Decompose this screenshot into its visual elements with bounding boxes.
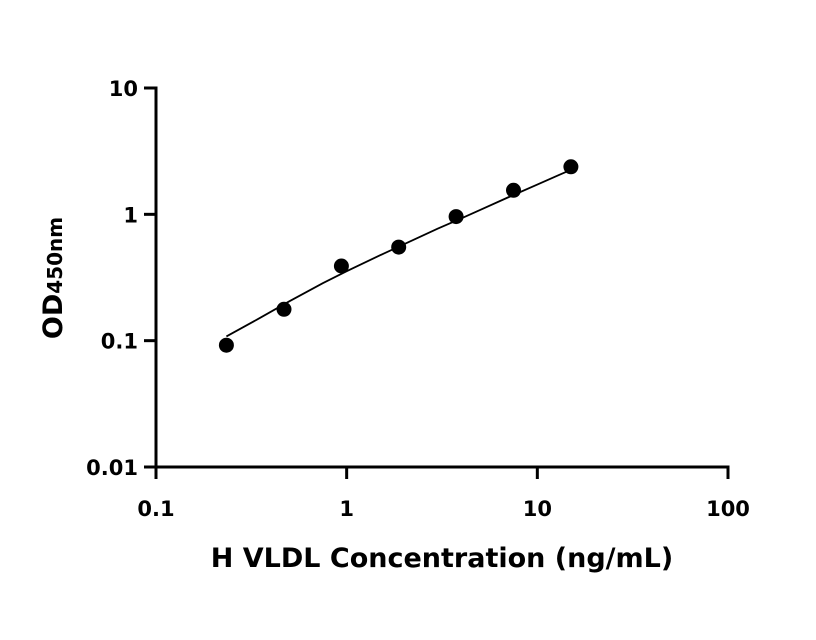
y-ticks: 0.01 0.1 1 10 (86, 77, 156, 480)
data-point (448, 209, 464, 225)
y-axis-title: OD450nm (38, 217, 69, 339)
data-point (506, 182, 521, 198)
x-tick-label: 10 (523, 497, 552, 521)
x-ticks: 0.1 1 10 100 (137, 467, 750, 521)
y-tick-label: 0.01 (86, 456, 138, 480)
x-axis: 0.1 1 10 100 (137, 465, 750, 521)
y-tick-label: 1 (123, 203, 138, 227)
y-axis: 0.01 0.1 1 10 (86, 77, 158, 480)
x-tick-label: 1 (339, 497, 354, 521)
y-tick-label: 10 (109, 77, 138, 101)
data-point (276, 301, 292, 317)
y-tick-label: 0.1 (101, 330, 138, 354)
data-point (563, 159, 579, 175)
data-point (391, 239, 407, 255)
data-point (218, 337, 234, 353)
x-axis-title: H VLDL Concentration (ng/mL) (211, 543, 673, 574)
x-tick-label: 0.1 (137, 497, 174, 521)
y-axis-title-main: OD (38, 294, 69, 339)
x-tick-label: 100 (706, 497, 750, 521)
plot-area (218, 159, 579, 353)
data-point (333, 258, 349, 274)
y-axis-title-sub: 450nm (43, 217, 67, 294)
data-points (218, 159, 579, 353)
fit-curve (225, 168, 572, 338)
